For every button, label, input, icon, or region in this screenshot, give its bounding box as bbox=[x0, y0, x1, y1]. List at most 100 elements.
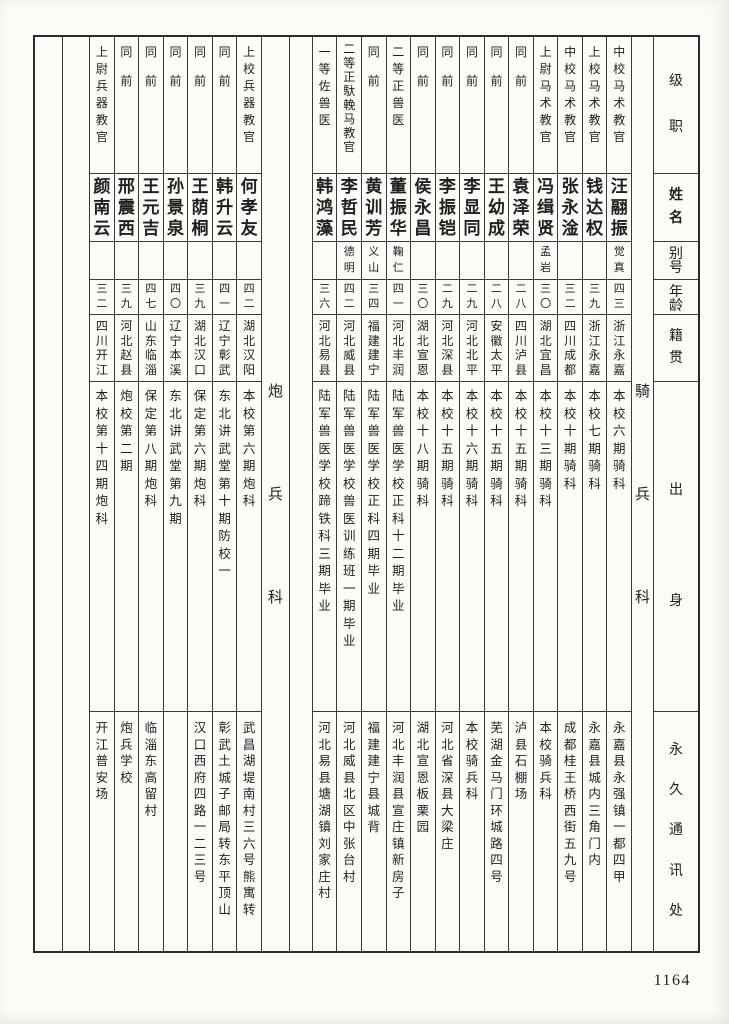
age-cell: 四一 bbox=[386, 280, 411, 315]
alias-cell bbox=[582, 242, 607, 280]
origin-cell: 河北赵县 bbox=[114, 315, 139, 382]
name-cell: 张永淦 bbox=[558, 174, 582, 242]
address-cell: 本校骑兵科 bbox=[465, 721, 479, 801]
rank-cell: 上尉马术教官 bbox=[533, 37, 558, 174]
address-cell: 汉口西府四路一二三号 bbox=[193, 721, 207, 884]
member-column: 二等正馱輓马教官李哲民德明四二河北威县陆军兽医学校兽医训练班一期毕业河北威县北区… bbox=[336, 37, 361, 951]
address-cell: 炮兵学校 bbox=[120, 721, 133, 785]
member-column: 同前黄训芳义山三四福建建宁陆军兽医学校正科四期毕业福建建宁县城背 bbox=[360, 37, 386, 951]
empty-column bbox=[288, 37, 312, 951]
origin-cell: 浙江永嘉 bbox=[582, 315, 607, 382]
alias-cell bbox=[237, 242, 261, 280]
background-cell: 陆军兽医学校蹄铁科三期毕业 bbox=[312, 382, 337, 712]
rank-cell: 上校马术教官 bbox=[582, 37, 607, 174]
member-column: 同前王荫桐三九湖北汉口保定第六期炮科汉口西府四路一二三号 bbox=[187, 37, 212, 951]
age-cell: 三九 bbox=[582, 280, 607, 315]
header-name: 姓名 bbox=[654, 174, 698, 242]
alias-cell bbox=[411, 242, 435, 280]
address-cell: 河北丰润县宣庄镇新房子 bbox=[392, 721, 405, 900]
empty-column bbox=[35, 37, 62, 951]
background-cell: 陆军兽医学校正科十二期毕业 bbox=[386, 382, 411, 712]
name-cell: 钱达权 bbox=[582, 174, 607, 242]
age-cell: 四二 bbox=[337, 280, 361, 315]
name-cell: 颜南云 bbox=[90, 174, 114, 242]
member-column: 上尉兵器教官颜南云三二四川开江本校第十四期炮科开江普安场 bbox=[89, 37, 114, 951]
address-cell: 彰武土城子邮局转东平顶山 bbox=[218, 721, 231, 917]
member-column: 中校马术教官张永淦三二四川成都本校十期骑科成都桂王桥西街五九号 bbox=[557, 37, 582, 951]
name-cell: 韩鸿藻 bbox=[312, 174, 337, 242]
age-cell: 三〇 bbox=[533, 280, 558, 315]
name-cell: 黄训芳 bbox=[361, 174, 386, 242]
background-cell: 本校第十四期炮科 bbox=[90, 382, 114, 712]
page-number: 1164 bbox=[653, 972, 691, 989]
background-cell: 保定第六期炮科 bbox=[188, 382, 212, 712]
age-cell: 二九 bbox=[435, 280, 460, 315]
background-cell: 东北讲武堂第九期 bbox=[163, 382, 188, 712]
rank-cell: 一等佐兽医 bbox=[312, 37, 337, 174]
origin-cell: 四川开江 bbox=[90, 315, 114, 382]
rank-cell: 同前 bbox=[212, 37, 237, 174]
address-cell: 永嘉县永强镇一都四甲 bbox=[612, 721, 626, 884]
header-alias: 别号 bbox=[654, 242, 698, 280]
rank-cell: 中校马术教官 bbox=[607, 37, 631, 174]
name-cell: 王幼成 bbox=[484, 174, 509, 242]
header-address: 永久通讯处 bbox=[669, 743, 683, 919]
address-cell bbox=[164, 712, 188, 951]
address-cell: 本校骑兵科 bbox=[539, 721, 552, 801]
origin-cell: 四川成都 bbox=[558, 315, 582, 382]
rank-cell: 同前 bbox=[163, 37, 188, 174]
rank-cell: 同前 bbox=[484, 37, 509, 174]
rank-cell: 同前 bbox=[460, 37, 484, 174]
address-cell: 临淄东高留村 bbox=[144, 721, 158, 818]
name-cell: 韩升云 bbox=[212, 174, 237, 242]
background-cell: 本校十五期骑科 bbox=[484, 382, 509, 712]
member-column: 一等佐兽医韩鸿藻三六河北易县陆军兽医学校蹄铁科三期毕业河北易县塘湖镇刘家庄村 bbox=[311, 37, 337, 951]
member-column: 上校马术教官钱达权三九浙江永嘉本校七期骑科永嘉县城内三角门内 bbox=[581, 37, 607, 951]
section-label: 炮兵科 bbox=[267, 384, 283, 606]
name-cell: 袁泽荣 bbox=[509, 174, 533, 242]
address-cell: 河北威县北区中张台村 bbox=[342, 721, 356, 884]
address-cell: 成都桂王桥西街五九号 bbox=[563, 721, 577, 884]
name-cell: 邢震西 bbox=[114, 174, 139, 242]
background-cell: 陆军兽医学校正科四期毕业 bbox=[361, 382, 386, 712]
alias-cell: 孟岩 bbox=[533, 242, 558, 280]
member-column: 同前王元吉四七山东临淄保定第八期炮科临淄东高留村 bbox=[138, 37, 163, 951]
name-cell: 侯永昌 bbox=[411, 174, 435, 242]
alias-cell bbox=[312, 242, 337, 280]
origin-cell: 辽宁本溪 bbox=[163, 315, 188, 382]
rank-cell: 上校兵器教官 bbox=[237, 37, 261, 174]
member-column: 同前邢震西三九河北赵县炮校第二期炮兵学校 bbox=[113, 37, 139, 951]
alias-cell bbox=[484, 242, 509, 280]
origin-cell: 浙江永嘉 bbox=[607, 315, 631, 382]
rank-cell: 上尉兵器教官 bbox=[90, 37, 114, 174]
age-cell: 三二 bbox=[558, 280, 582, 315]
background-cell: 陆军兽医学校兽医训练班一期毕业 bbox=[337, 382, 361, 712]
name-cell: 王荫桐 bbox=[188, 174, 212, 242]
background-cell: 本校十期骑科 bbox=[558, 382, 582, 712]
background-cell: 本校十五期骑科 bbox=[435, 382, 460, 712]
member-column: 同前侯永昌三〇湖北宣恩本校十八期骑科湖北宣恩板栗园 bbox=[410, 37, 435, 951]
name-cell: 汪翮振 bbox=[607, 174, 631, 242]
alias-cell: 觉真 bbox=[607, 242, 631, 280]
alias-cell bbox=[460, 242, 484, 280]
alias-cell: 鞠仁 bbox=[386, 242, 411, 280]
origin-cell: 河北易县 bbox=[312, 315, 337, 382]
origin-cell: 山东临淄 bbox=[139, 315, 163, 382]
origin-cell: 安徽太平 bbox=[484, 315, 509, 382]
alias-cell: 德明 bbox=[337, 242, 361, 280]
member-column: 同前李显同二九河北北平本校十六期骑科本校骑兵科 bbox=[459, 37, 484, 951]
background-cell: 本校第六期炮科 bbox=[237, 382, 261, 712]
member-column: 上尉马术教官冯缉贤孟岩三〇湖北宜昌本校十三期骑科本校骑兵科 bbox=[532, 37, 558, 951]
origin-cell: 河北丰润 bbox=[386, 315, 411, 382]
name-cell: 何孝友 bbox=[237, 174, 261, 242]
origin-cell: 辽宁彰武 bbox=[212, 315, 237, 382]
address-cell: 湖北宣恩板栗园 bbox=[416, 721, 430, 834]
member-column: 中校马术教官汪翮振觉真四三浙江永嘉本校六期骑科永嘉县永强镇一都四甲 bbox=[606, 37, 631, 951]
origin-cell: 湖北宣恩 bbox=[411, 315, 435, 382]
alias-cell bbox=[558, 242, 582, 280]
member-column: 同前韩升云四一辽宁彰武东北讲武堂第十期防校一彰武土城子邮局转东平顶山 bbox=[211, 37, 237, 951]
member-column: 同前孙景泉四〇辽宁本溪东北讲武堂第九期 bbox=[162, 37, 188, 951]
header-rank: 级职 bbox=[654, 37, 698, 174]
alias-cell bbox=[163, 242, 188, 280]
